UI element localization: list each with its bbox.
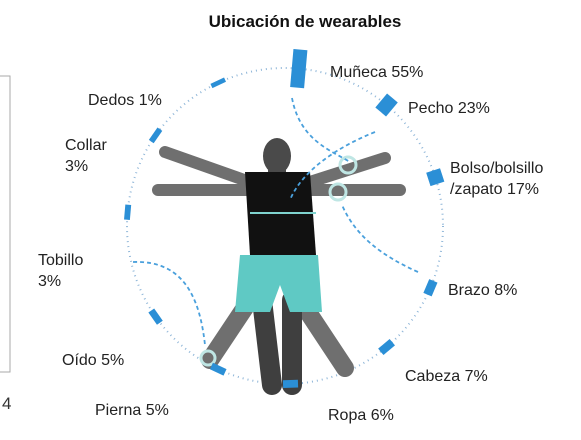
figure [158,138,400,385]
bar [290,49,307,88]
bar [283,380,298,388]
category-label: Ropa 6% [328,405,478,426]
category-name: Ropa [328,407,366,424]
bar [423,279,437,296]
value-label: 6% [371,407,394,424]
category-name: Oído [62,352,97,369]
category-label: Brazo 8% [448,280,568,301]
value-label: 3% [38,273,61,290]
value-label: 5% [101,352,124,369]
category-name: Muñeca [330,64,387,81]
bar [210,78,226,89]
value-label: 7% [465,368,488,385]
value-label: 8% [494,282,517,299]
bar [149,128,162,144]
category-label: Tobillo 3% [38,250,93,292]
category-label: Bolso/bolsillo /zapato 17% [450,158,558,200]
value-label: 23% [458,100,490,117]
category-label: Pierna 5% [95,400,245,421]
category-label: Collar 3% [65,135,120,177]
frame-edge [0,76,10,372]
bar [124,205,131,220]
category-name: Tobillo [38,252,83,269]
value-label: 5% [146,402,169,419]
category-name: Collar [65,137,107,154]
category-name: Pierna [95,402,141,419]
chart-title: Ubicación de wearables [0,12,581,32]
category-label: Pecho 23% [408,98,558,119]
bar [148,308,162,324]
value-label: 3% [65,158,88,175]
value-label: 1% [139,92,162,109]
value-label: 55% [391,64,423,81]
infographic: Ubicación de wearables 4 Muñeca 55% Pecho… [0,0,581,440]
page-number: 4 [2,394,11,414]
category-label: Cabeza 7% [405,366,555,387]
category-name: Dedos [88,92,134,109]
category-name: Cabeza [405,368,460,385]
value-label: 17% [507,181,539,198]
category-label: Muñeca 55% [330,62,530,83]
category-label: Dedos 1% [88,90,238,111]
category-name: Pecho [408,100,453,117]
bar [210,363,227,376]
category-name: Brazo [448,282,490,299]
category-label: Oído 5% [62,350,212,371]
bar [426,168,444,186]
